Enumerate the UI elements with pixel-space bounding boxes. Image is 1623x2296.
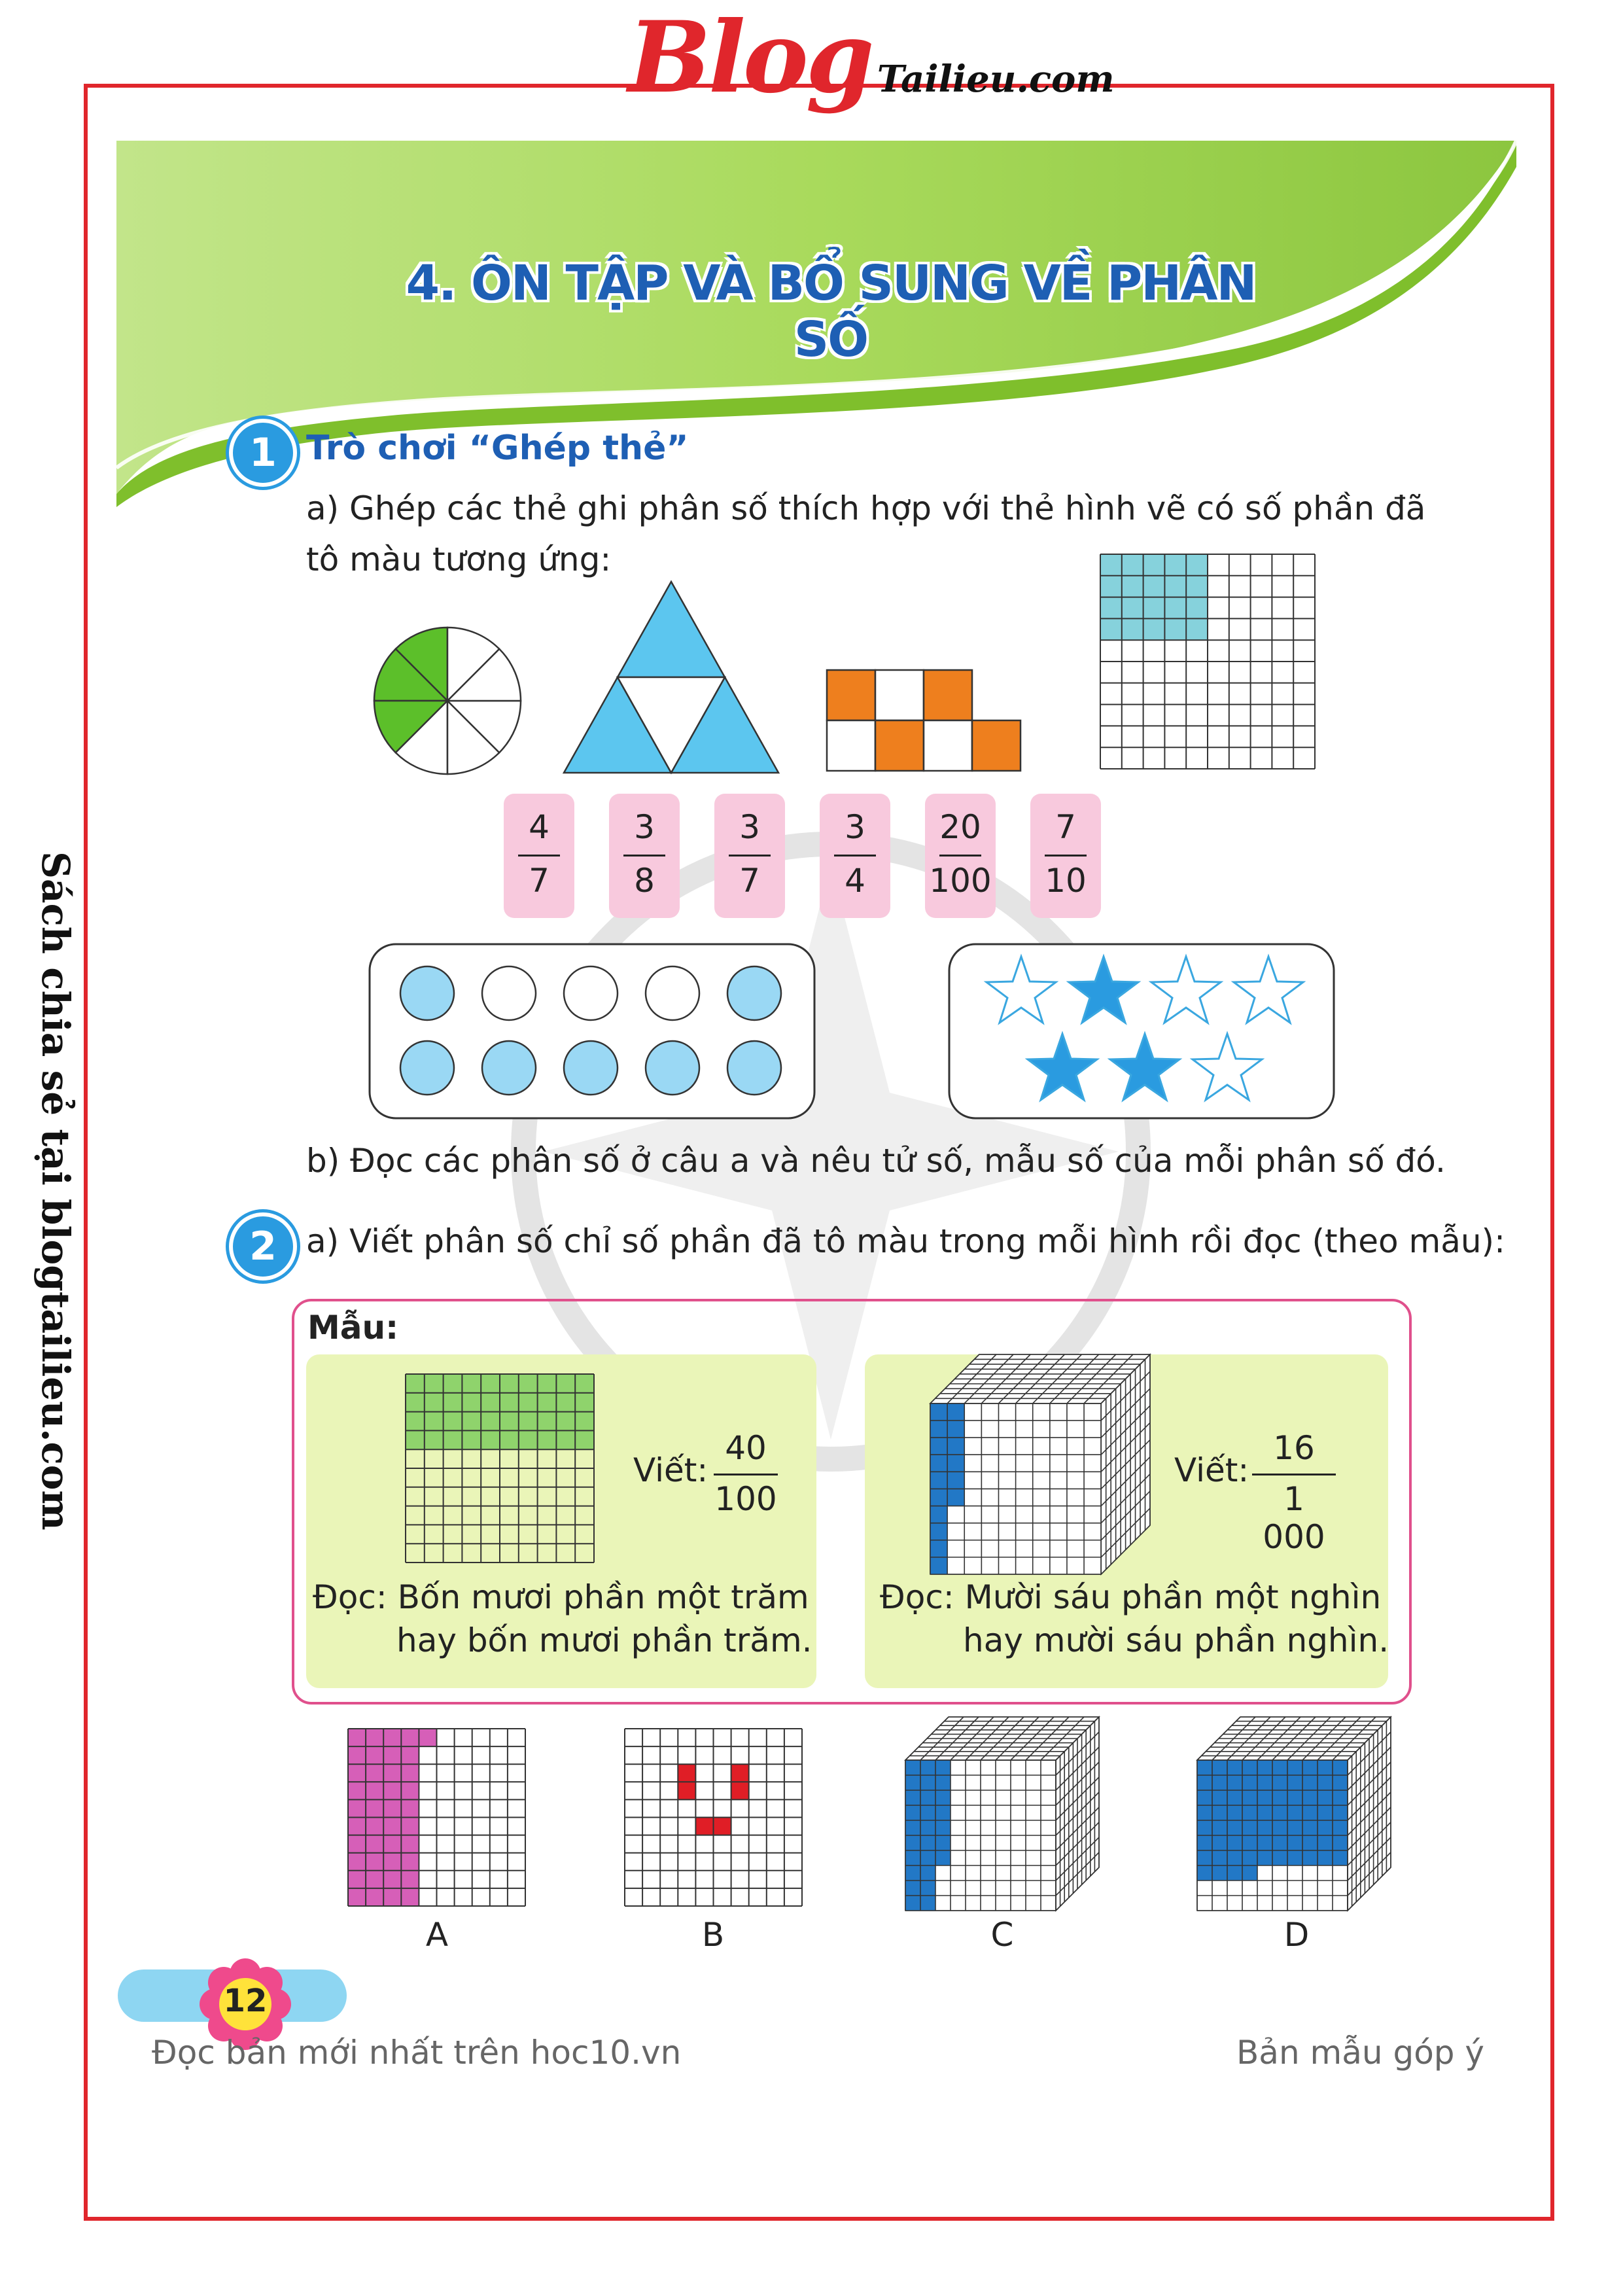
fraction-card[interactable]: 3 7: [714, 794, 785, 918]
fraction-card[interactable]: 20 100: [925, 794, 996, 918]
example-2-write-label: Viết:: [1174, 1451, 1249, 1489]
figure-d-cube[interactable]: [1196, 1716, 1392, 1912]
card-denominator: 8: [634, 862, 655, 900]
example-1-fraction: 40 100: [710, 1426, 782, 1525]
footer-left-text[interactable]: Đọc bản mới nhất trên hoc10.vn: [152, 2034, 682, 2072]
site-logo[interactable]: Blog Tailieu.com: [628, 0, 1115, 115]
exercise-1-heading: Trò chơi “Ghép thẻ”: [306, 429, 689, 468]
fraction-bar: [714, 1474, 778, 1475]
exercise-2a-text: a) Viết phân số chỉ số phần đã tô màu tr…: [306, 1222, 1505, 1260]
figure-a-grid[interactable]: [347, 1727, 527, 1907]
fraction-bar: [623, 855, 665, 857]
title-banner: [116, 141, 1516, 507]
example-1-write-label: Viết:: [633, 1451, 708, 1489]
exercise-2-badge: 2: [229, 1212, 297, 1280]
example-box: [292, 1299, 1412, 1704]
example-label: Mẫu:: [307, 1309, 399, 1347]
example-2-fraction: 16 1 000: [1248, 1426, 1340, 1556]
fraction-bar: [1045, 855, 1087, 857]
card-denominator: 100: [929, 862, 992, 900]
fraction-bar: [939, 855, 981, 857]
exercise-1a-line2: tô màu tương ứng:: [306, 540, 612, 578]
example-1-denominator: 100: [714, 1480, 777, 1518]
triangle-quarters-figure[interactable]: [560, 579, 782, 775]
fraction-card[interactable]: 7 10: [1030, 794, 1101, 918]
page-number: 12: [223, 1983, 268, 2019]
figure-d-label: D: [1283, 1916, 1310, 1954]
exercise-1b-text: b) Đọc các phân số ở câu a và nêu tử số,…: [306, 1142, 1446, 1180]
fraction-bar: [729, 855, 771, 857]
fraction-card[interactable]: 3 4: [820, 794, 890, 918]
example-1-read-line2: hay bốn mươi phần trăm.: [396, 1621, 812, 1659]
card-numerator: 20: [939, 808, 981, 846]
fraction-card[interactable]: 4 7: [504, 794, 574, 918]
logo-sub: Tailieu.com: [877, 58, 1115, 101]
circles-card-figure[interactable]: [368, 942, 816, 1120]
stars-card-figure[interactable]: [947, 942, 1336, 1120]
example-2-denominator: 1 000: [1263, 1480, 1325, 1556]
example-2-numerator: 16: [1273, 1429, 1315, 1467]
figure-c-cube[interactable]: [904, 1716, 1100, 1912]
example-2-cube: [929, 1353, 1151, 1576]
circle-eighths-figure[interactable]: [372, 625, 523, 777]
card-numerator: 4: [529, 808, 550, 846]
example-1-grid: [405, 1373, 595, 1563]
card-denominator: 4: [845, 862, 865, 900]
flower-icon: [200, 1958, 291, 2050]
example-1-numerator: 40: [725, 1429, 767, 1467]
example-2-read-line2: hay mười sáu phần nghìn.: [963, 1621, 1389, 1659]
example-1-read-line1: Đọc: Bốn mươi phần một trăm: [313, 1578, 809, 1616]
orange-blocks-figure[interactable]: [826, 669, 1022, 772]
exercise-1-badge: 1: [229, 419, 297, 487]
card-denominator: 10: [1045, 862, 1087, 900]
figure-b-label: B: [701, 1916, 725, 1954]
figure-c-label: C: [990, 1916, 1014, 1954]
fraction-bar: [834, 855, 876, 857]
card-numerator: 3: [845, 808, 865, 846]
side-text: Sách chia sẻ tại blogtailieu.com: [33, 851, 78, 1530]
card-numerator: 3: [634, 808, 655, 846]
fraction-bar: [1252, 1474, 1336, 1475]
side-watermark-text: Sách chia sẻ tại blogtailieu.com: [13, 851, 98, 1531]
card-denominator: 7: [739, 862, 760, 900]
footer-right-text: Bản mẫu góp ý: [1236, 2034, 1485, 2072]
fraction-card[interactable]: 3 8: [609, 794, 680, 918]
exercise-1a-line1: a) Ghép các thẻ ghi phân số thích hợp vớ…: [306, 489, 1426, 527]
figure-b-grid[interactable]: [623, 1727, 803, 1907]
card-numerator: 3: [739, 808, 760, 846]
logo-main: Blog: [628, 0, 875, 115]
fraction-bar: [518, 855, 560, 857]
page-frame: [84, 84, 1554, 2221]
card-numerator: 7: [1055, 808, 1076, 846]
lesson-title: 4. ÔN TẬP VÀ BỔ SUNG VỀ PHÂN SỐ: [406, 255, 1257, 368]
figure-a-label: A: [425, 1916, 449, 1954]
example-2-read-line1: Đọc: Mười sáu phần một nghìn: [880, 1578, 1382, 1616]
card-denominator: 7: [529, 862, 550, 900]
hundred-grid-figure[interactable]: [1099, 553, 1316, 770]
